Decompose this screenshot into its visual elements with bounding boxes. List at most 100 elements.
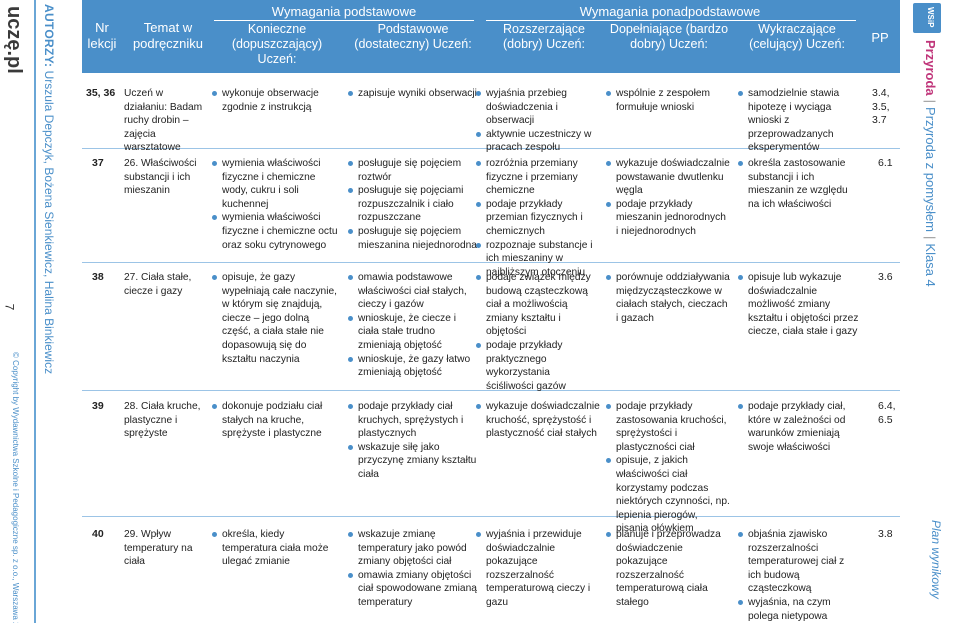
req-dopelniajace: porównuje oddziaływania międzycząsteczko… bbox=[606, 271, 730, 325]
row-separator bbox=[82, 148, 900, 149]
req-koniczne: dokonuje podziału ciał stałych na kruche… bbox=[212, 400, 340, 441]
list-item: określa zastosowanie substancji i ich mi… bbox=[738, 157, 860, 211]
list-item: planuje i przeprowadza doświadczenie pok… bbox=[606, 528, 730, 610]
list-item: wyjaśnia, na czym polega nietypowa rozsz… bbox=[738, 596, 860, 623]
list-item: opisuje lub wykazuje doświadczalnie możl… bbox=[738, 271, 860, 339]
list-item: aktywnie uczestniczy w pracach zespołu bbox=[476, 128, 600, 155]
list-item: wskazuje siłę jako przyczynę zmiany kszt… bbox=[348, 441, 478, 482]
list-item: podaje przykłady ciał, które w zależnośc… bbox=[738, 400, 860, 454]
req-koniczne: wykonuje obserwacje zgodnie z instrukcją bbox=[212, 87, 340, 114]
page-number: 7 bbox=[2, 303, 17, 311]
list-item: porównuje oddziaływania międzycząsteczko… bbox=[606, 271, 730, 325]
plan-label: Plan wynikowy bbox=[929, 520, 943, 599]
list-item: podaje przykłady przemian fizycznych i c… bbox=[476, 198, 600, 239]
header-koniczne: Konieczne (dopuszczający) Uczeń: bbox=[231, 22, 323, 66]
lesson-topic: 26. Właściwości substancji i ich mieszan… bbox=[124, 158, 197, 197]
req-rozszerzajace: wyjaśnia i przewiduje doświadczalnie pok… bbox=[476, 528, 600, 610]
header-pp: PP bbox=[871, 30, 889, 45]
list-item: omawia podstawowe właściwości ciał stały… bbox=[348, 271, 478, 312]
pp-reference: 3.8 bbox=[878, 528, 893, 540]
list-item: wnioskuje, że gazy łatwo zmieniają objęt… bbox=[348, 353, 478, 380]
list-item: podaje związek między budową cząsteczkow… bbox=[476, 271, 600, 339]
pp-reference: 6.4, 6.5 bbox=[878, 400, 896, 426]
list-item: wymienia właściwości fizyczne i chemiczn… bbox=[212, 157, 340, 211]
list-item: opisuje, z jakich właściwości ciał korzy… bbox=[606, 454, 730, 536]
list-item: podaje przykłady ciał kruchych, sprężyst… bbox=[348, 400, 478, 441]
lesson-number: 35, 36 bbox=[86, 87, 116, 99]
list-item: rozpoznaje substancje i ich mieszaniny w… bbox=[476, 239, 600, 280]
req-podstawowe: omawia podstawowe właściwości ciał stały… bbox=[348, 271, 478, 380]
req-rozszerzajace: wykazuje doświadczalnie kruchość, spręży… bbox=[476, 400, 600, 441]
req-wykraczajace: samodzielnie stawia hipotezę i wyciąga w… bbox=[738, 87, 860, 155]
list-item: wskazuje zmianę temperatury jako powód z… bbox=[348, 528, 478, 569]
pp-reference: 6.1 bbox=[878, 157, 893, 169]
lesson-number: 38 bbox=[92, 271, 104, 283]
req-dopelniajace: wspólnie z zespołem formułuje wnioski bbox=[606, 87, 730, 114]
grade-label: Klasa 4 bbox=[923, 243, 938, 287]
header-group-basic-line bbox=[214, 20, 474, 21]
header-band bbox=[82, 0, 900, 73]
list-item: opisuje, że gazy wypełniają całe naczyni… bbox=[212, 271, 340, 366]
req-podstawowe: zapisuje wyniki obserwacji bbox=[348, 87, 478, 101]
list-item: wnioskuje, że ciecze i ciała stałe trudn… bbox=[348, 312, 478, 353]
list-item: zapisuje wyniki obserwacji bbox=[348, 87, 478, 101]
list-item: wykazuje doświadczalnie powstawanie dwut… bbox=[606, 157, 730, 198]
list-item: wyjaśnia przebieg doświadczenia i obserw… bbox=[476, 87, 600, 128]
req-dopelniajace: wykazuje doświadczalnie powstawanie dwut… bbox=[606, 157, 730, 239]
header-nr: Nr lekcji bbox=[87, 20, 117, 51]
list-item: podaje przykłady mieszanin jednorodnych … bbox=[606, 198, 730, 239]
logo-text: uczę.pl bbox=[4, 6, 25, 74]
req-wykraczajace: podaje przykłady ciał, które w zależnośc… bbox=[738, 400, 860, 454]
list-item: posługuje się pojęciem roztwór bbox=[348, 157, 478, 184]
list-item: wykonuje obserwacje zgodnie z instrukcją bbox=[212, 87, 340, 114]
lesson-number: 40 bbox=[92, 528, 104, 540]
row-separator bbox=[82, 390, 900, 391]
row-separator bbox=[82, 262, 900, 263]
subject-label: Przyroda bbox=[923, 40, 938, 96]
list-item: omawia zmiany objętości ciał spowodowane… bbox=[348, 569, 478, 610]
req-podstawowe: podaje przykłady ciał kruchych, sprężyst… bbox=[348, 400, 478, 482]
left-divider bbox=[34, 0, 36, 623]
list-item: dokonuje podziału ciał stałych na kruche… bbox=[212, 400, 340, 441]
uczepl-logo: uczę.pl bbox=[3, 4, 26, 86]
header-group-advanced-line bbox=[486, 20, 856, 21]
list-item: wykazuje doświadczalnie kruchość, spręży… bbox=[476, 400, 600, 441]
req-dopelniajace: podaje przykłady zastosowania kruchości,… bbox=[606, 400, 730, 536]
lesson-topic: 27. Ciała stałe, ciecze i gazy bbox=[124, 272, 192, 297]
authors-names: Urszula Depczyk, Bożena Sienkiewicz, Hal… bbox=[42, 70, 56, 375]
header-rozszerzajace: Rozszerzające (dobry) Uczeń: bbox=[503, 22, 585, 51]
authors: AUTORZY: Urszula Depczyk, Bożena Sienkie… bbox=[42, 4, 56, 374]
req-koniczne: określa, kiedy temperatura ciała może ul… bbox=[212, 528, 340, 569]
req-podstawowe: wskazuje zmianę temperatury jako powód z… bbox=[348, 528, 478, 610]
wsip-badge: WSiP bbox=[913, 3, 941, 33]
req-wykraczajace: opisuje lub wykazuje doświadczalnie możl… bbox=[738, 271, 860, 339]
pp-reference: 3.6 bbox=[878, 271, 893, 283]
req-rozszerzajace: podaje związek między budową cząsteczkow… bbox=[476, 271, 600, 393]
authors-label: AUTORZY: bbox=[42, 4, 56, 68]
header-group-advanced: Wymagania ponadpodstawowe bbox=[579, 4, 761, 19]
list-item: wspólnie z zespołem formułuje wnioski bbox=[606, 87, 730, 114]
req-koniczne: wymienia właściwości fizyczne i chemiczn… bbox=[212, 157, 340, 252]
lesson-topic: 29. Wpływ temperatury na ciała bbox=[124, 529, 193, 568]
lesson-topic: Uczeń w działaniu: Badam ruchy drobin – … bbox=[124, 88, 203, 154]
header-dopelniajace: Dopełniające (bardzo dobry) Uczeń: bbox=[609, 22, 729, 51]
list-item: posługuje się pojęciami rozpuszczalnik i… bbox=[348, 184, 478, 225]
list-item: określa, kiedy temperatura ciała może ul… bbox=[212, 528, 340, 569]
series-label: Przyroda z pomysłem bbox=[923, 107, 938, 233]
list-item: objaśnia zjawisko rozszerzalności temper… bbox=[738, 528, 860, 596]
header-wykraczajace: Wykraczające (celujący) Uczeń: bbox=[749, 22, 845, 51]
list-item: podaje przykłady praktycznego wykorzysta… bbox=[476, 339, 600, 393]
lesson-number: 37 bbox=[92, 157, 104, 169]
header-group-basic: Wymagania podstawowe bbox=[271, 4, 417, 19]
series-title: Przyroda|Przyroda z pomysłem|Klasa 4 bbox=[923, 40, 938, 287]
req-wykraczajace: określa zastosowanie substancji i ich mi… bbox=[738, 157, 860, 211]
lesson-topic: 28. Ciała kruche, plastyczne i sprężyste bbox=[124, 401, 201, 440]
row-separator bbox=[82, 516, 900, 517]
req-koniczne: opisuje, że gazy wypełniają całe naczyni… bbox=[212, 271, 340, 366]
req-rozszerzajace: rozróżnia przemiany fizyczne i przemiany… bbox=[476, 157, 600, 279]
req-rozszerzajace: wyjaśnia przebieg doświadczenia i obserw… bbox=[476, 87, 600, 155]
list-item: wymienia właściwości fizyczne i chemiczn… bbox=[212, 211, 340, 252]
header-temat: Temat w podręczniku bbox=[132, 20, 204, 51]
lesson-number: 39 bbox=[92, 400, 104, 412]
req-podstawowe: posługuje się pojęciem roztwór posługuje… bbox=[348, 157, 478, 252]
